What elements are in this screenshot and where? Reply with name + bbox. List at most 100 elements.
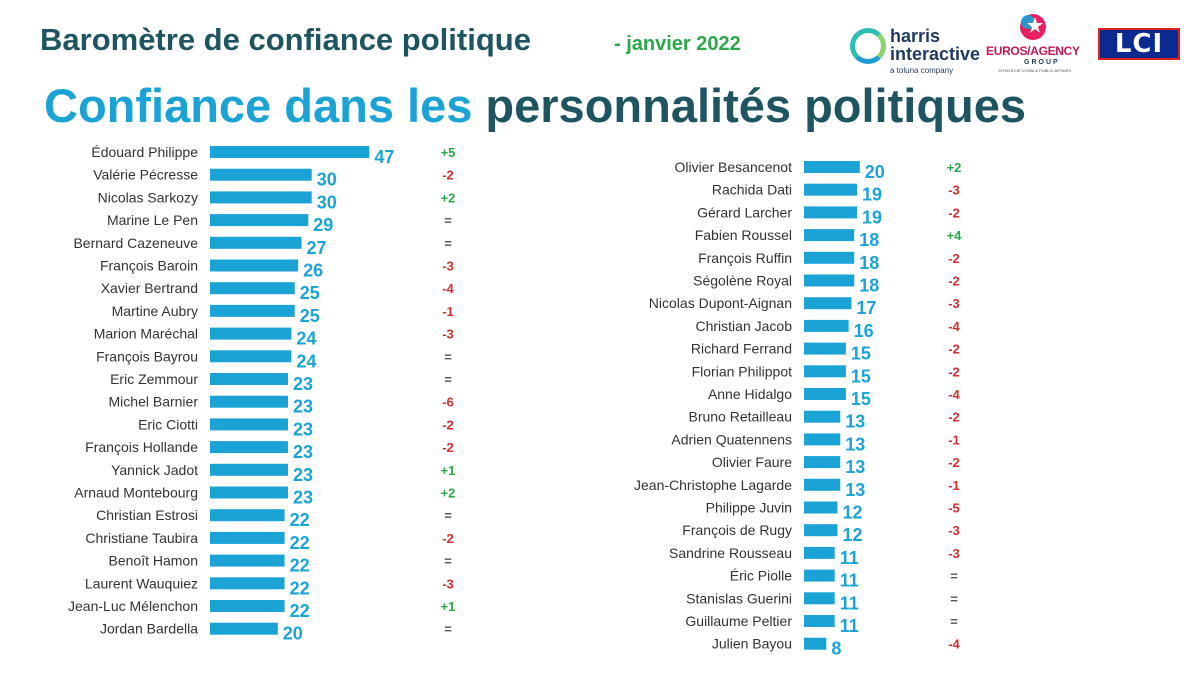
bar [210, 622, 278, 635]
value-label: 22 [290, 556, 310, 576]
change-label: -6 [442, 395, 454, 410]
change-label: -3 [442, 259, 454, 274]
bar [210, 554, 285, 567]
category-label: Sandrine Rousseau [669, 545, 792, 561]
category-label: Fabien Roussel [695, 227, 792, 243]
value-label: 11 [840, 616, 859, 636]
page-title-part1: Confiance dans les [44, 79, 473, 132]
value-label: 13 [845, 412, 865, 432]
bar [804, 161, 860, 173]
bar [210, 600, 285, 612]
bar [210, 146, 370, 158]
category-label: Arnaud Montebourg [74, 485, 198, 501]
value-label: 22 [290, 601, 310, 621]
bar [804, 592, 835, 605]
bar [804, 229, 855, 242]
category-label: Jean-Christophe Lagarde [634, 477, 792, 493]
bar [210, 577, 285, 590]
bar [210, 395, 288, 408]
change-label: -4 [442, 281, 454, 296]
value-label: 22 [290, 578, 310, 598]
change-label: -3 [948, 546, 960, 561]
value-label: 25 [300, 283, 320, 303]
value-label: 12 [842, 503, 862, 523]
value-label: 23 [293, 465, 313, 485]
value-label: 23 [293, 419, 313, 439]
change-label: -1 [948, 478, 960, 493]
value-label: 26 [303, 261, 323, 281]
value-label: 13 [845, 480, 865, 500]
category-label: Benoît Hamon [109, 553, 199, 569]
bar [804, 183, 858, 196]
value-label: 23 [293, 397, 313, 417]
category-label: Eric Zemmour [110, 371, 198, 387]
bar [804, 274, 855, 287]
category-label: Julien Bayou [712, 636, 792, 652]
euros-logo-tagline: STRATEGIE COMM & PUBLIC AFFAIRS [998, 68, 1072, 73]
harris-logo-tagline: a toluna company [890, 66, 954, 75]
value-label: 23 [293, 374, 313, 394]
value-label: 19 [862, 207, 882, 227]
value-label: 18 [859, 276, 879, 296]
value-label: 12 [842, 525, 862, 545]
harris-interactive-logo: harris interactive a toluna company [850, 26, 985, 78]
change-label: -2 [442, 531, 454, 546]
change-label: +2 [947, 160, 962, 175]
change-label: = [950, 591, 958, 606]
change-label: -2 [948, 364, 960, 379]
bar [804, 388, 846, 400]
bar [804, 297, 852, 310]
category-label: Gérard Larcher [697, 204, 792, 220]
barometer-date: - janvier 2022 [614, 33, 741, 55]
change-label: -2 [442, 417, 454, 432]
value-label: 11 [840, 548, 859, 568]
change-label: -2 [948, 410, 960, 425]
category-label: Christian Estrosi [96, 507, 198, 523]
category-label: Christiane Taubira [85, 530, 198, 546]
category-label: Adrien Quatennens [671, 431, 792, 447]
change-label: -1 [442, 304, 454, 319]
category-label: Michel Barnier [109, 394, 199, 410]
change-label: = [950, 614, 958, 629]
change-label: = [444, 554, 452, 569]
category-label: Laurent Wauquiez [85, 575, 198, 591]
change-label: = [444, 349, 452, 364]
bar [210, 486, 288, 499]
bar [210, 282, 295, 295]
change-label: +1 [441, 599, 456, 614]
bar [804, 524, 838, 537]
euros-logo-group: GROUP [1024, 59, 1060, 66]
value-label: 11 [840, 571, 859, 591]
bar [804, 251, 855, 264]
category-label: Olivier Faure [712, 454, 792, 470]
change-label: -4 [948, 319, 960, 334]
category-label: Xavier Bertrand [101, 280, 198, 296]
bar [804, 433, 841, 446]
bar [210, 463, 288, 476]
change-label: = [444, 372, 452, 387]
value-label: 16 [854, 321, 874, 341]
category-label: Martine Aubry [112, 303, 198, 319]
bar [210, 168, 312, 181]
barometer-title: Baromètre de confiance politique [40, 22, 531, 57]
bar [210, 236, 302, 249]
harris-logo-line2: interactive [890, 44, 981, 64]
lci-logo: LCI [1098, 28, 1180, 60]
change-label: -3 [948, 296, 960, 311]
bar [210, 418, 288, 431]
value-label: 15 [851, 389, 871, 409]
category-label: Ségolène Royal [693, 273, 792, 289]
bar [804, 456, 841, 469]
change-label: +2 [441, 190, 456, 205]
change-label: +4 [947, 228, 963, 243]
change-label: -5 [948, 501, 960, 516]
value-label: 19 [862, 185, 882, 205]
value-label: 47 [374, 147, 394, 167]
bar [210, 531, 285, 544]
change-label: -3 [442, 576, 454, 591]
change-label: +5 [441, 145, 456, 160]
category-label: Anne Hidalgo [708, 386, 792, 402]
category-label: Rachida Dati [712, 182, 792, 198]
value-label: 22 [290, 533, 310, 553]
